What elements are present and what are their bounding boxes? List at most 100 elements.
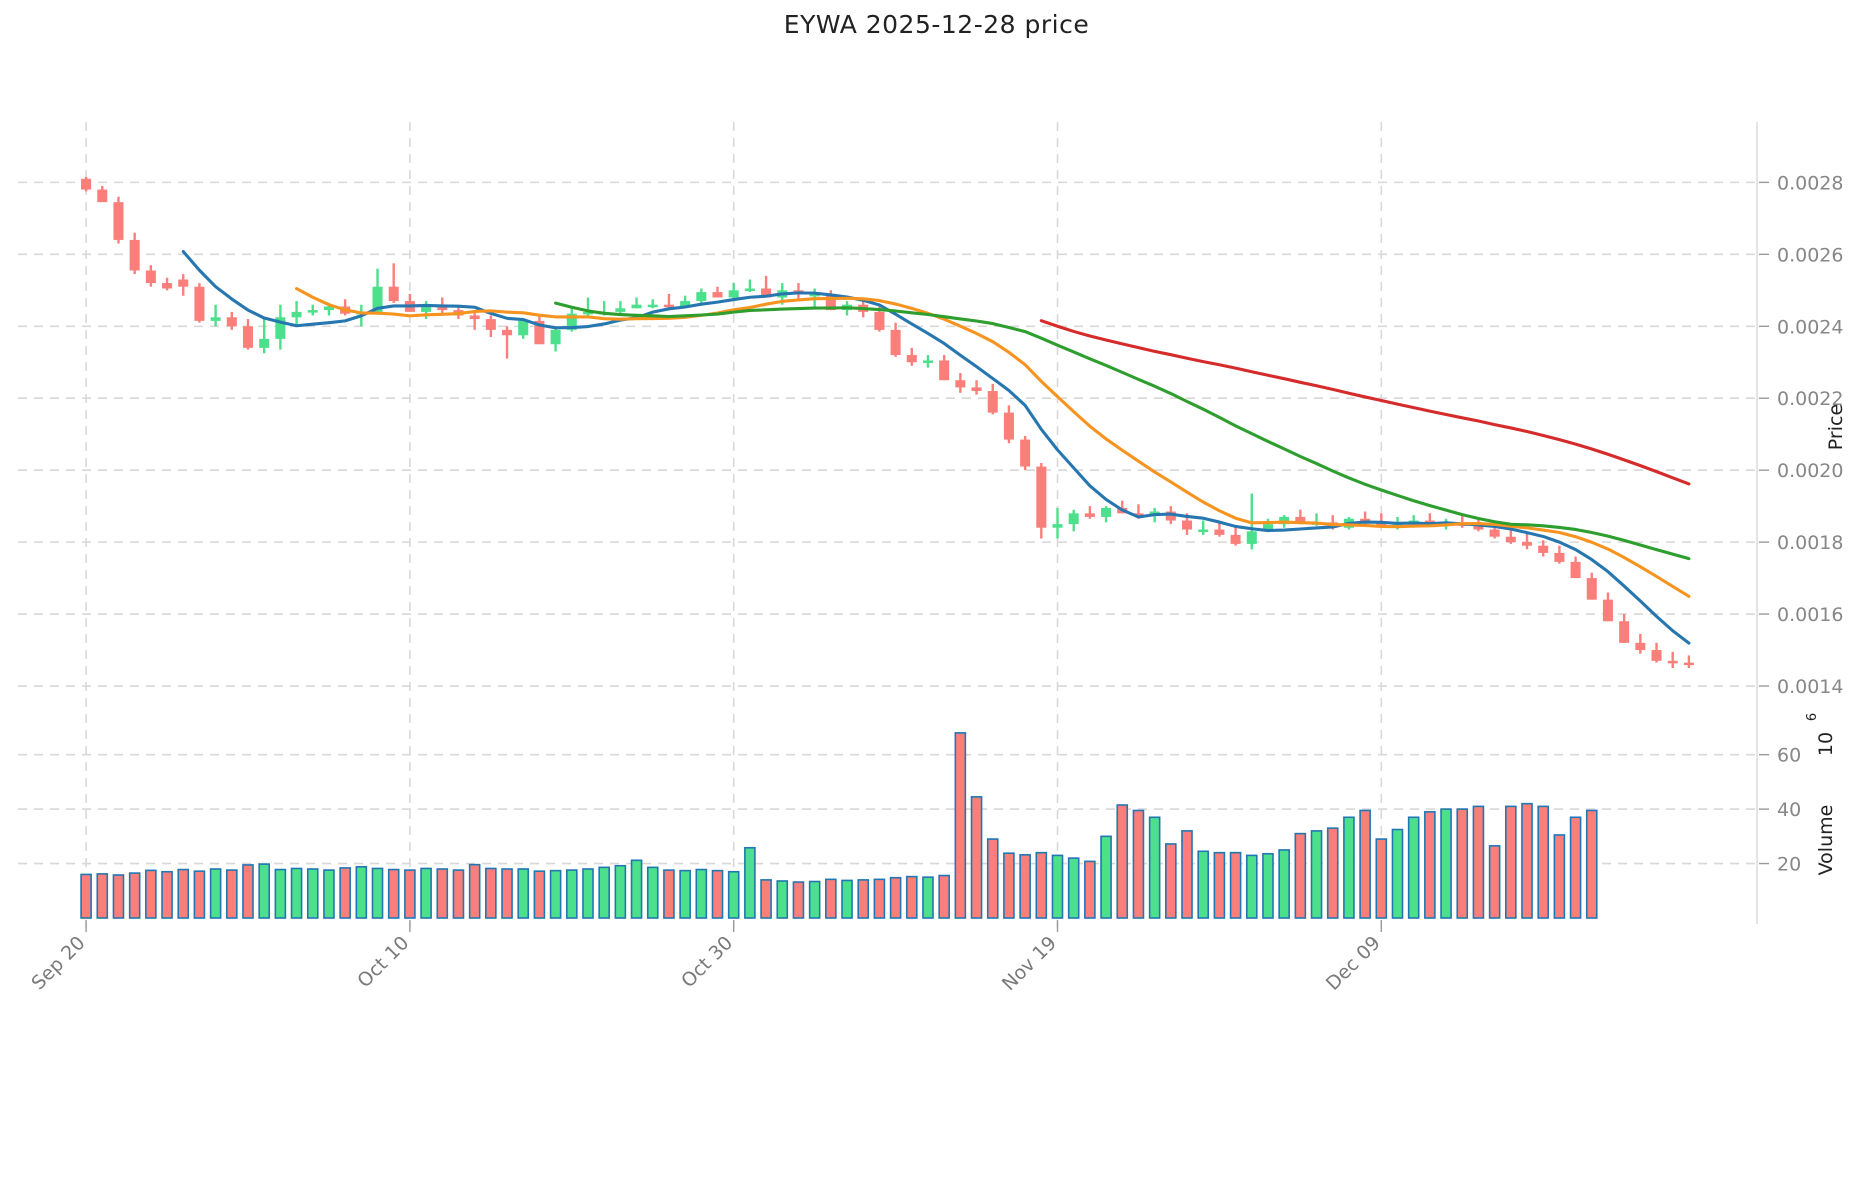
volume-bar xyxy=(1181,830,1193,919)
volume-bar xyxy=(452,869,465,919)
volume-bar xyxy=(1569,816,1582,919)
volume-bar xyxy=(1051,854,1064,919)
volume-bar xyxy=(1472,805,1485,919)
volume-bar xyxy=(792,881,805,919)
volume-bar xyxy=(1391,828,1404,919)
volume-bar xyxy=(1245,854,1258,919)
candle-body xyxy=(1505,536,1516,543)
volume-bar xyxy=(1197,850,1210,919)
candle-body xyxy=(582,311,594,315)
volume-bar xyxy=(306,868,319,919)
volume-bar xyxy=(582,868,594,919)
volume-tick-label: 60 xyxy=(1777,745,1801,767)
volume-bar xyxy=(193,870,206,919)
candle-body xyxy=(1473,525,1484,530)
volume-bar xyxy=(825,878,837,919)
candle-body xyxy=(566,313,577,330)
candle-body xyxy=(1198,529,1209,533)
volume-bar xyxy=(533,870,546,919)
volume-bar xyxy=(1213,851,1226,919)
volume-bar xyxy=(290,867,303,919)
price-tick-label: 0.0026 xyxy=(1777,244,1843,266)
candle-body xyxy=(744,288,755,291)
candle-body xyxy=(1521,542,1533,546)
candle-body xyxy=(696,292,707,302)
volume-bar xyxy=(96,873,109,919)
volume-bar xyxy=(679,869,691,919)
volume-bar xyxy=(922,876,934,919)
volume-bar xyxy=(1585,809,1598,919)
candle-body xyxy=(647,304,658,308)
candle-body xyxy=(680,301,691,307)
volume-bar xyxy=(177,868,190,919)
volume-bar xyxy=(1440,808,1452,919)
volume-bar xyxy=(549,869,562,919)
volume-axis-exponent-sup: 6 xyxy=(1805,713,1820,721)
candle-body xyxy=(874,311,885,330)
candle-body xyxy=(210,317,221,321)
price-tick-label: 0.0018 xyxy=(1777,532,1843,554)
volume-bar xyxy=(1343,816,1355,919)
candle-body xyxy=(291,311,302,318)
volume-bar xyxy=(744,846,756,919)
volume-axis-title: Volume xyxy=(1815,805,1837,876)
ma-line-mid xyxy=(295,287,1691,598)
volume-bar xyxy=(857,879,870,919)
volume-bar xyxy=(1084,860,1096,919)
volume-bar xyxy=(905,875,918,919)
volume-bar xyxy=(468,863,481,919)
candle-body xyxy=(906,355,917,363)
volume-bar xyxy=(112,874,125,919)
candle-body xyxy=(1165,511,1176,521)
candle-body xyxy=(275,317,286,339)
volume-bar xyxy=(938,874,950,919)
volume-bar xyxy=(225,869,238,919)
volume-bar xyxy=(663,869,675,919)
candle-body xyxy=(1554,552,1565,562)
candle-body xyxy=(1586,578,1597,600)
candle-body xyxy=(825,293,836,311)
date-tick-label: Oct 10 xyxy=(353,932,413,992)
candle-body xyxy=(534,320,545,345)
volume-bar xyxy=(711,869,724,919)
candle-body xyxy=(97,189,108,203)
candle-body xyxy=(323,306,334,311)
volume-bar xyxy=(598,866,610,919)
candle-body xyxy=(259,338,270,348)
volume-bar xyxy=(485,867,497,919)
volume-bar xyxy=(760,879,772,919)
ma-line-xlong xyxy=(1039,319,1691,486)
candle-body xyxy=(1036,466,1047,528)
volume-bar xyxy=(1553,834,1566,919)
candle-body xyxy=(194,286,205,321)
volume-bar xyxy=(128,872,141,919)
candle-body xyxy=(1084,513,1095,517)
volume-bar xyxy=(1148,816,1161,919)
price-tick-label: 0.0014 xyxy=(1777,676,1843,698)
candle-body xyxy=(1619,621,1630,643)
candle-body xyxy=(761,288,772,298)
price-tick-label: 0.0016 xyxy=(1777,604,1843,626)
volume-bar xyxy=(630,859,643,919)
candle-body xyxy=(485,319,496,330)
volume-bar xyxy=(776,880,789,919)
volume-bar xyxy=(1521,802,1533,919)
volume-bar xyxy=(387,868,400,919)
volume-bar xyxy=(436,868,449,919)
volume-bar xyxy=(80,873,92,919)
candle-body xyxy=(1101,507,1112,517)
volume-tick-label: 20 xyxy=(1777,854,1801,876)
volume-bar xyxy=(1262,852,1274,919)
candle-body xyxy=(518,320,529,336)
volume-bar xyxy=(404,869,416,919)
volume-bar xyxy=(1035,851,1048,919)
volume-bar xyxy=(646,866,659,919)
chart-title: EYWA 2025-12-28 price xyxy=(783,10,1090,39)
date-tick-label: Nov 19 xyxy=(998,932,1061,995)
candle-body xyxy=(421,306,432,312)
volume-bar xyxy=(1424,811,1436,919)
candle-body xyxy=(1262,524,1273,532)
moving-average-lines xyxy=(181,249,1691,645)
candle-body xyxy=(1052,524,1063,528)
